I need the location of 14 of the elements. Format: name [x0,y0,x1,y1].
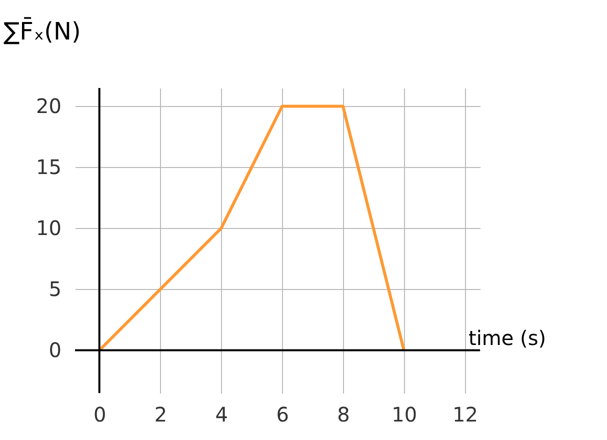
y-tick-label: 10 [36,216,62,240]
x-tick-label: 12 [452,402,478,426]
x-tick-label: 8 [337,402,350,426]
x-tick-label: 4 [215,402,228,426]
x-tick-label: 6 [276,402,289,426]
y-axis-title: ∑F̄ₓ(N) [4,17,81,46]
x-tick-label: 2 [154,402,168,426]
x-tick-label: 0 [93,402,106,426]
y-tick-label: 20 [36,94,62,118]
y-tick-label: 0 [48,338,62,362]
x-tick-label: 10 [392,402,418,426]
y-tick-label: 5 [48,276,62,301]
x-axis-title: time (s) [468,326,546,350]
y-tick-label: 15 [36,154,62,179]
